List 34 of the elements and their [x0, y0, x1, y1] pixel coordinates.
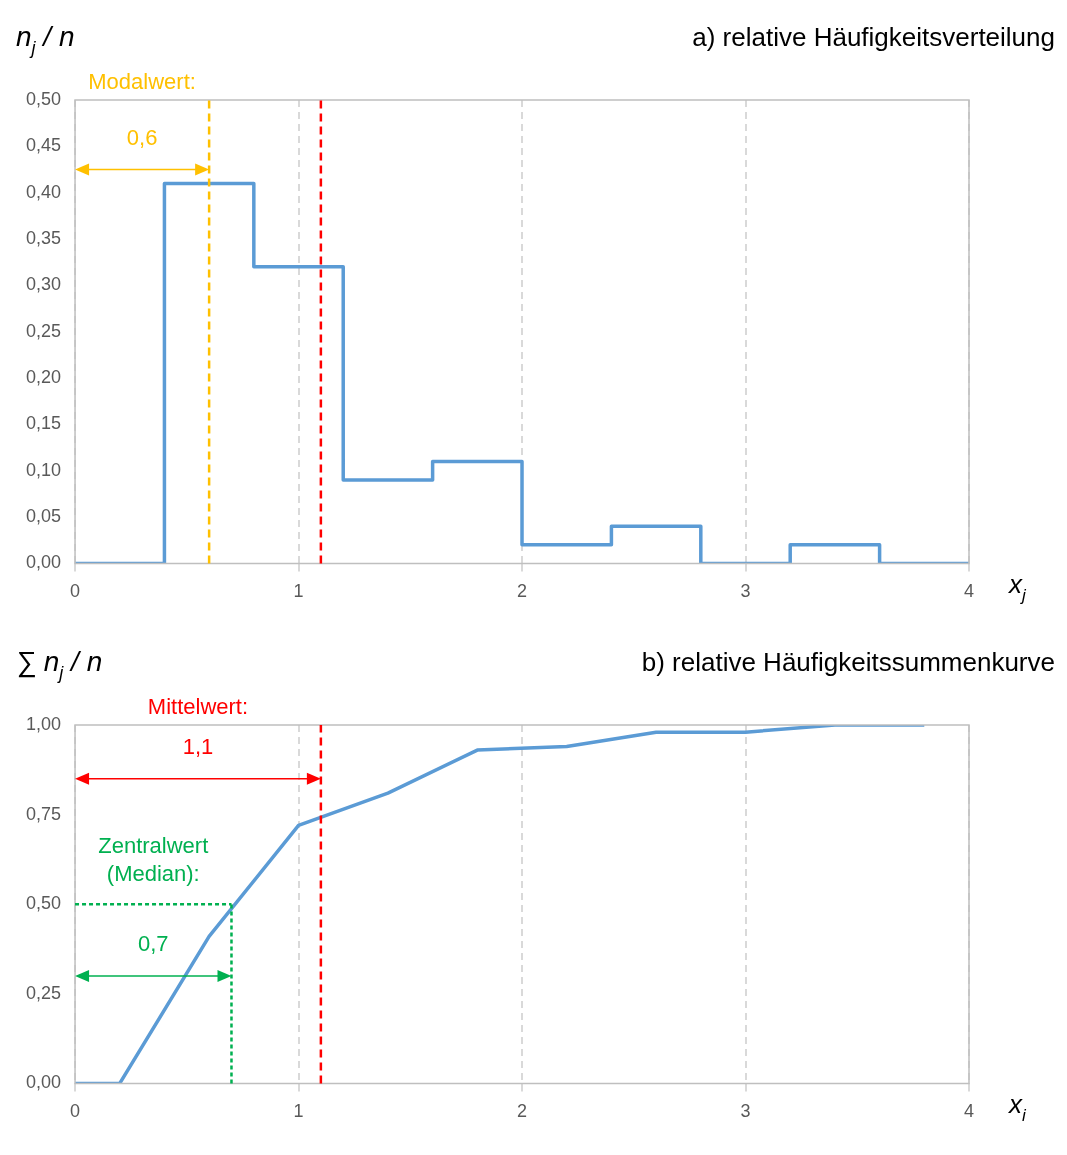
x-tick-label: 2: [517, 1101, 528, 1122]
ref-line-label: Modalwert:: [88, 69, 196, 95]
x-tick-label: 1: [293, 1101, 304, 1122]
y-tick-label: 0,75: [25, 803, 62, 824]
y-tick-label: 0,05: [25, 506, 62, 527]
y-tick-label: 0,00: [25, 552, 62, 573]
x-tick-label: 4: [963, 1101, 975, 1122]
ref-line-label: Mittelwert:: [147, 694, 249, 720]
y-tick-label: 0,25: [25, 320, 62, 341]
x-tick-label: 0: [70, 1101, 81, 1122]
y-tick-label: 0,45: [25, 135, 62, 156]
chart-title: a) relative Häufigkeitsverteilung: [692, 22, 1055, 53]
y-tick-label: 0,50: [25, 88, 62, 109]
y-tick-label: 0,50: [25, 893, 62, 914]
y-tick-label: 0,30: [25, 274, 62, 295]
ref-line-label: Zentralwert (Median):: [98, 833, 209, 887]
x-tick-label: 0: [70, 581, 81, 602]
y-tick-label: 0,35: [25, 227, 62, 248]
annotation: 1,1: [182, 733, 214, 759]
y-tick-label: 0,15: [25, 413, 62, 434]
y-tick-label: 1,00: [25, 713, 62, 734]
x-tick-label: 3: [740, 581, 751, 602]
annotation: 0,6: [126, 124, 158, 150]
y-tick-label: 0,40: [25, 181, 62, 202]
x-tick-label: 3: [740, 1101, 751, 1122]
y-tick-label: 0,20: [25, 367, 62, 388]
chart-title: b) relative Häufigkeitssummenkurve: [641, 647, 1055, 678]
y-tick-label: 0,10: [25, 459, 62, 480]
x-tick-label: 4: [963, 581, 975, 602]
y-tick-label: 0,25: [25, 982, 62, 1003]
y-tick-label: 0,00: [25, 1072, 62, 1093]
x-tick-label: 2: [517, 581, 528, 602]
x-tick-label: 1: [293, 581, 304, 602]
annotation: 0,7: [137, 930, 169, 956]
